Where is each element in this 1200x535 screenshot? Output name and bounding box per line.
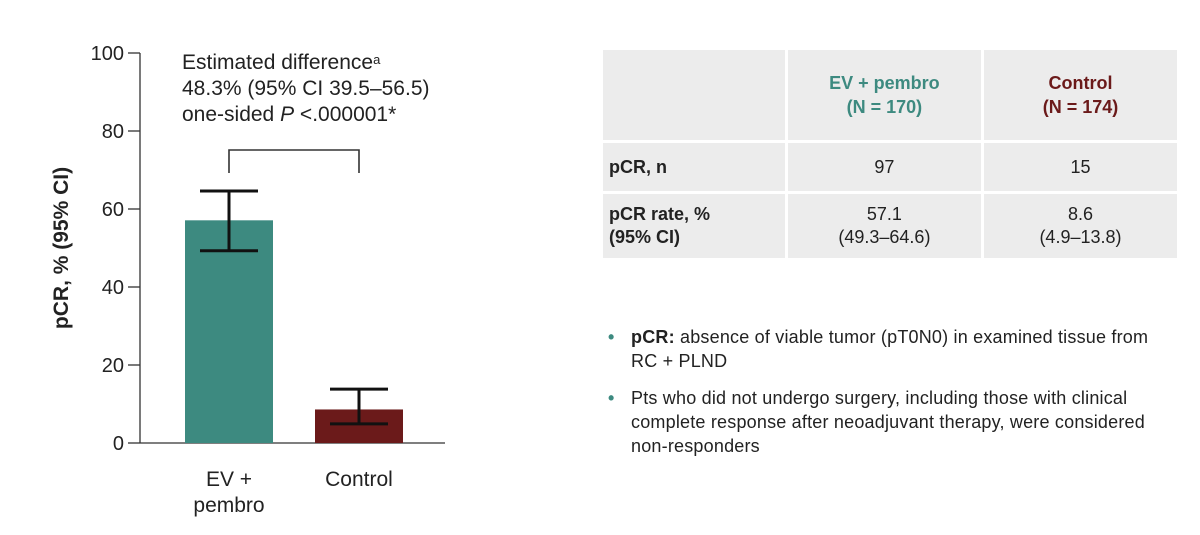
difference-annotation: Estimated differencea 48.3% (95% CI 39.5… (182, 50, 430, 128)
results-table: EV + pembro (N = 170) Control (N = 174) … (600, 47, 1180, 261)
annotation-line-1: Estimated differencea (182, 51, 381, 74)
bars (185, 189, 403, 443)
list-item: • Pts who did not undergo surgery, inclu… (608, 388, 1145, 456)
x-axis-labels: EV + pembro Control (193, 468, 392, 517)
header-ev-pembro: EV + pembro (N = 170) (787, 50, 981, 140)
y-tick-label: 40 (102, 277, 124, 299)
bullet-icon: • (608, 327, 615, 347)
y-tick-label: 20 (102, 355, 124, 377)
annotation-line-3: one-sided P <.000001* (182, 103, 397, 126)
list-item: • pCR: absence of viable tumor (pT0N0) i… (608, 327, 1149, 371)
y-tick-label: 100 (91, 43, 124, 65)
row-label-pcr-n: pCR, n (603, 143, 785, 191)
x-tick-label: EV + pembro (193, 468, 264, 517)
comparison-bracket (228, 149, 360, 173)
bullet-icon: • (608, 388, 615, 408)
cell-control-pcr-rate: 8.6 (4.9–13.8) (983, 194, 1177, 258)
cell-ev-pcr-n: 97 (787, 143, 981, 191)
table-row: pCR rate, % (95% CI) 57.1 (49.3–64.6) 8.… (603, 194, 1177, 258)
bar-chart: 0 20 40 60 80 100 EV + pembro Control pCR, % (9… (50, 43, 445, 517)
y-tick-label: 0 (113, 433, 124, 455)
y-axis: 0 20 40 60 80 100 (91, 43, 445, 455)
cell-ev-pcr-rate: 57.1 (49.3–64.6) (787, 194, 981, 258)
y-axis-title: pCR, % (95% CI) (50, 167, 73, 329)
bar (185, 220, 273, 443)
annotation-line-2: 48.3% (95% CI 39.5–56.5) (182, 77, 430, 100)
y-tick-label: 80 (102, 121, 124, 143)
cell-control-pcr-n: 15 (983, 143, 1177, 191)
footnote-list: • pCR: absence of viable tumor (pT0N0) i… (608, 325, 1178, 471)
table-corner-cell (603, 50, 785, 140)
y-tick-label: 60 (102, 199, 124, 221)
header-control: Control (N = 174) (983, 50, 1177, 140)
row-label-pcr-rate: pCR rate, % (95% CI) (603, 194, 785, 258)
x-tick-label: Control (325, 468, 393, 491)
table-header-row: EV + pembro (N = 170) Control (N = 174) (603, 50, 1177, 140)
bracket-line (228, 149, 360, 173)
table-row: pCR, n 97 15 (603, 143, 1177, 191)
footnote-marker: a (373, 52, 381, 67)
